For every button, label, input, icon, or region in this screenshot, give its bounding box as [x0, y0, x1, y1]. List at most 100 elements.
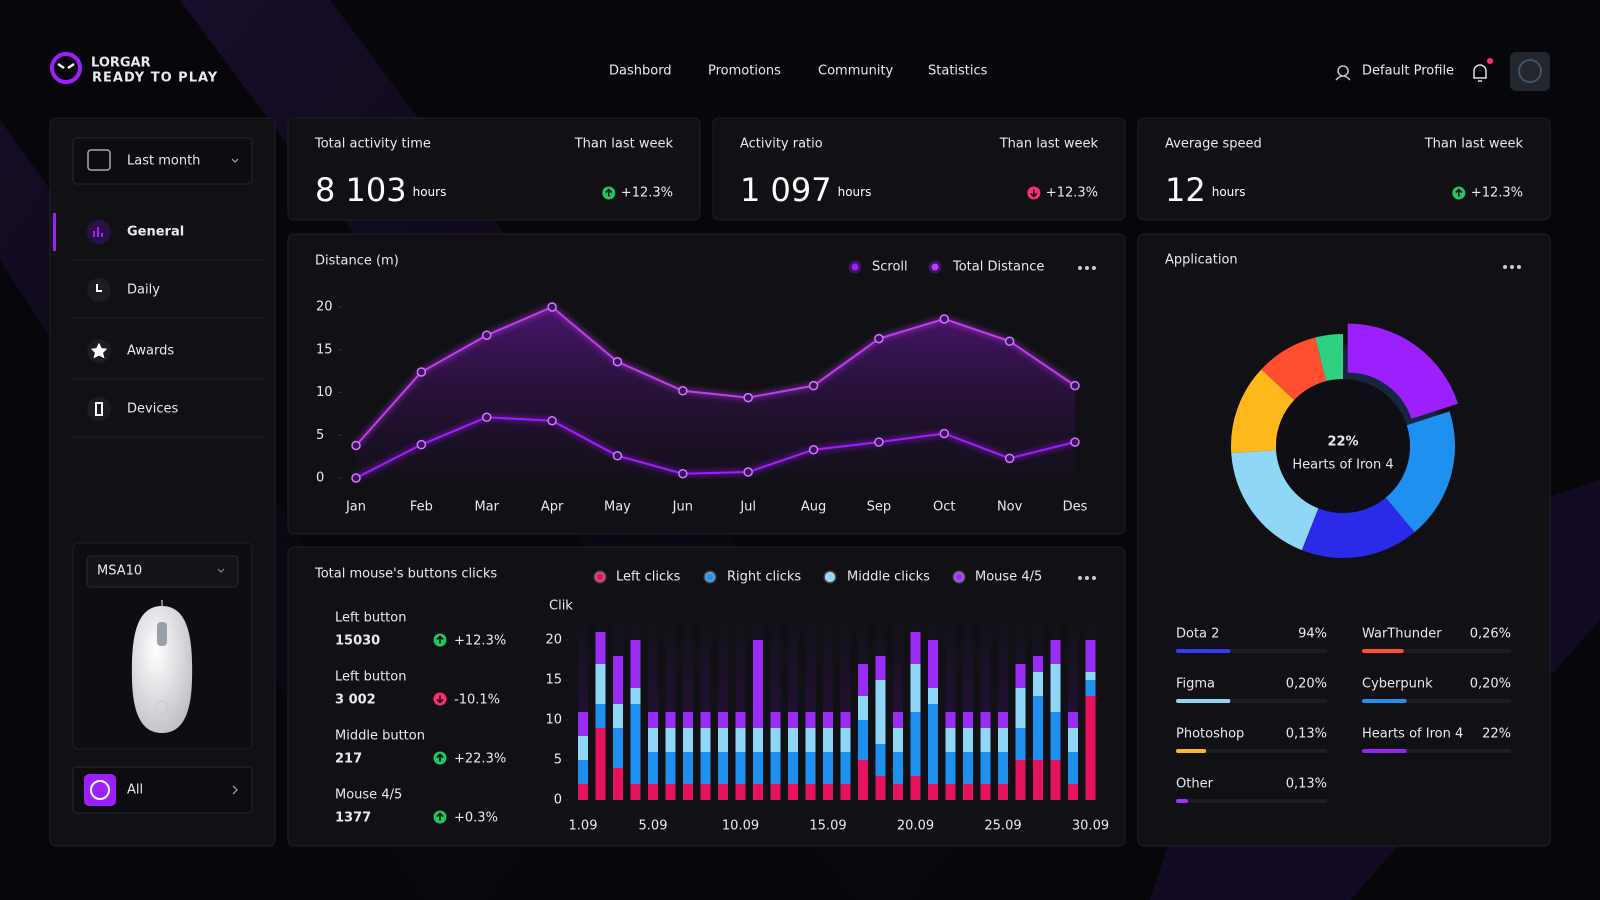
bar-segment	[648, 752, 658, 784]
legend-label[interactable]: Scroll	[872, 260, 908, 275]
donut-segment[interactable]	[1347, 323, 1459, 419]
donut-segment[interactable]	[1261, 337, 1327, 401]
bar-segment	[753, 752, 763, 784]
y-tick-label: 15	[545, 673, 562, 688]
app-name: Other	[1176, 777, 1214, 792]
legend-label[interactable]: Right clicks	[727, 570, 801, 585]
bar-segment	[683, 728, 693, 752]
filter-select[interactable]	[72, 766, 253, 814]
bar-segment	[858, 720, 868, 760]
menu-item[interactable]: Daily	[127, 283, 160, 298]
nav-link[interactable]: Statistics	[928, 64, 988, 79]
stat-value: 217	[335, 752, 362, 767]
bar-segment	[963, 752, 973, 784]
nav-link[interactable]: Community	[818, 64, 894, 79]
x-tick-label: Oct	[933, 500, 955, 515]
bar-segment	[700, 752, 711, 784]
more-menu[interactable]	[1078, 576, 1096, 580]
nav-link[interactable]: Dashbord	[609, 64, 672, 79]
nav-link[interactable]: Promotions	[708, 64, 781, 79]
card-compare: Than last week	[1424, 137, 1524, 152]
bar-segment	[945, 712, 956, 728]
dot	[1078, 266, 1082, 270]
bar-segment	[648, 728, 658, 752]
card-title: Total activity time	[314, 137, 431, 152]
bar-segment	[928, 640, 938, 688]
progress-bar	[1362, 699, 1407, 703]
bar-segment	[788, 728, 798, 752]
bar-column-bg	[1068, 612, 1078, 800]
donut-segment[interactable]	[1315, 334, 1343, 382]
mouse-image	[131, 600, 193, 733]
point	[1070, 380, 1080, 391]
donut-segment[interactable]	[1231, 369, 1295, 454]
card-compare: Than last week	[574, 137, 674, 152]
bar-segment	[980, 784, 991, 800]
bar-segment	[910, 712, 921, 776]
point	[1004, 453, 1015, 464]
device-name: MSA10	[97, 564, 142, 579]
card-change: +12.3%	[621, 186, 673, 201]
menu-item[interactable]: General	[127, 225, 184, 240]
bar-column-bg	[683, 612, 693, 800]
stat-change: +0.3%	[454, 811, 498, 826]
bar-segment	[753, 640, 763, 728]
more-menu[interactable]	[1078, 266, 1096, 270]
app-name: Photoshop	[1176, 727, 1244, 742]
active-indicator	[53, 213, 56, 251]
donut-segment[interactable]	[1385, 411, 1455, 533]
menu-item[interactable]: Devices	[127, 402, 178, 417]
bar-segment	[928, 784, 938, 800]
trend-arrow	[1455, 188, 1463, 197]
donut-segment[interactable]	[1231, 450, 1319, 551]
app-value: 22%	[1482, 727, 1511, 742]
bar-segment	[648, 712, 658, 728]
menu-icon	[93, 227, 103, 237]
bar-column-bg	[770, 612, 781, 800]
bar-segment	[998, 752, 1008, 784]
device-select[interactable]	[86, 555, 239, 588]
trend-arrow	[1030, 189, 1038, 198]
bar-column-bg	[840, 612, 851, 800]
bar-segment	[1068, 784, 1078, 800]
bar-segment	[1068, 712, 1078, 728]
bar-segment	[1033, 656, 1043, 672]
profile-name[interactable]: Default Profile	[1362, 64, 1454, 79]
bar-segment	[770, 752, 781, 784]
legend-label[interactable]: Mouse 4/5	[975, 570, 1042, 585]
bar-segment	[805, 752, 816, 784]
bar-segment	[858, 664, 868, 696]
bar-segment	[753, 784, 763, 800]
point	[612, 451, 623, 461]
point	[481, 330, 492, 340]
point	[1070, 437, 1080, 447]
bar-segment	[998, 784, 1008, 800]
legend-label[interactable]: Total Distance	[952, 260, 1044, 275]
bar-segment	[928, 688, 938, 704]
bar-segment	[805, 784, 816, 800]
bar-segment	[963, 784, 973, 800]
avatar[interactable]	[1510, 52, 1550, 91]
dot	[1092, 266, 1096, 270]
more-menu[interactable]	[1503, 265, 1521, 269]
bar-segment	[1015, 664, 1026, 688]
card-change: +12.3%	[1046, 186, 1098, 201]
legend-label[interactable]: Middle clicks	[847, 570, 930, 585]
bell-icon[interactable]	[1473, 64, 1487, 82]
menu-item[interactable]: Awards	[127, 344, 174, 359]
mouse-logo	[155, 700, 169, 714]
logo[interactable]: LORGAR READY TO PLAY	[50, 52, 218, 86]
unit: hours	[1212, 185, 1246, 199]
point	[874, 437, 884, 447]
bar-segment	[875, 656, 886, 680]
period-select[interactable]	[72, 137, 253, 185]
donut-segment[interactable]	[1301, 497, 1415, 558]
legend-label[interactable]: Left clicks	[616, 570, 681, 585]
bar-column-bg	[980, 612, 991, 800]
dot	[1510, 265, 1514, 269]
app-name: Figma	[1176, 677, 1215, 692]
x-tick-label: 25.09	[984, 819, 1021, 834]
period: Last month	[127, 154, 200, 169]
x-tick-label: Jan	[345, 500, 366, 515]
